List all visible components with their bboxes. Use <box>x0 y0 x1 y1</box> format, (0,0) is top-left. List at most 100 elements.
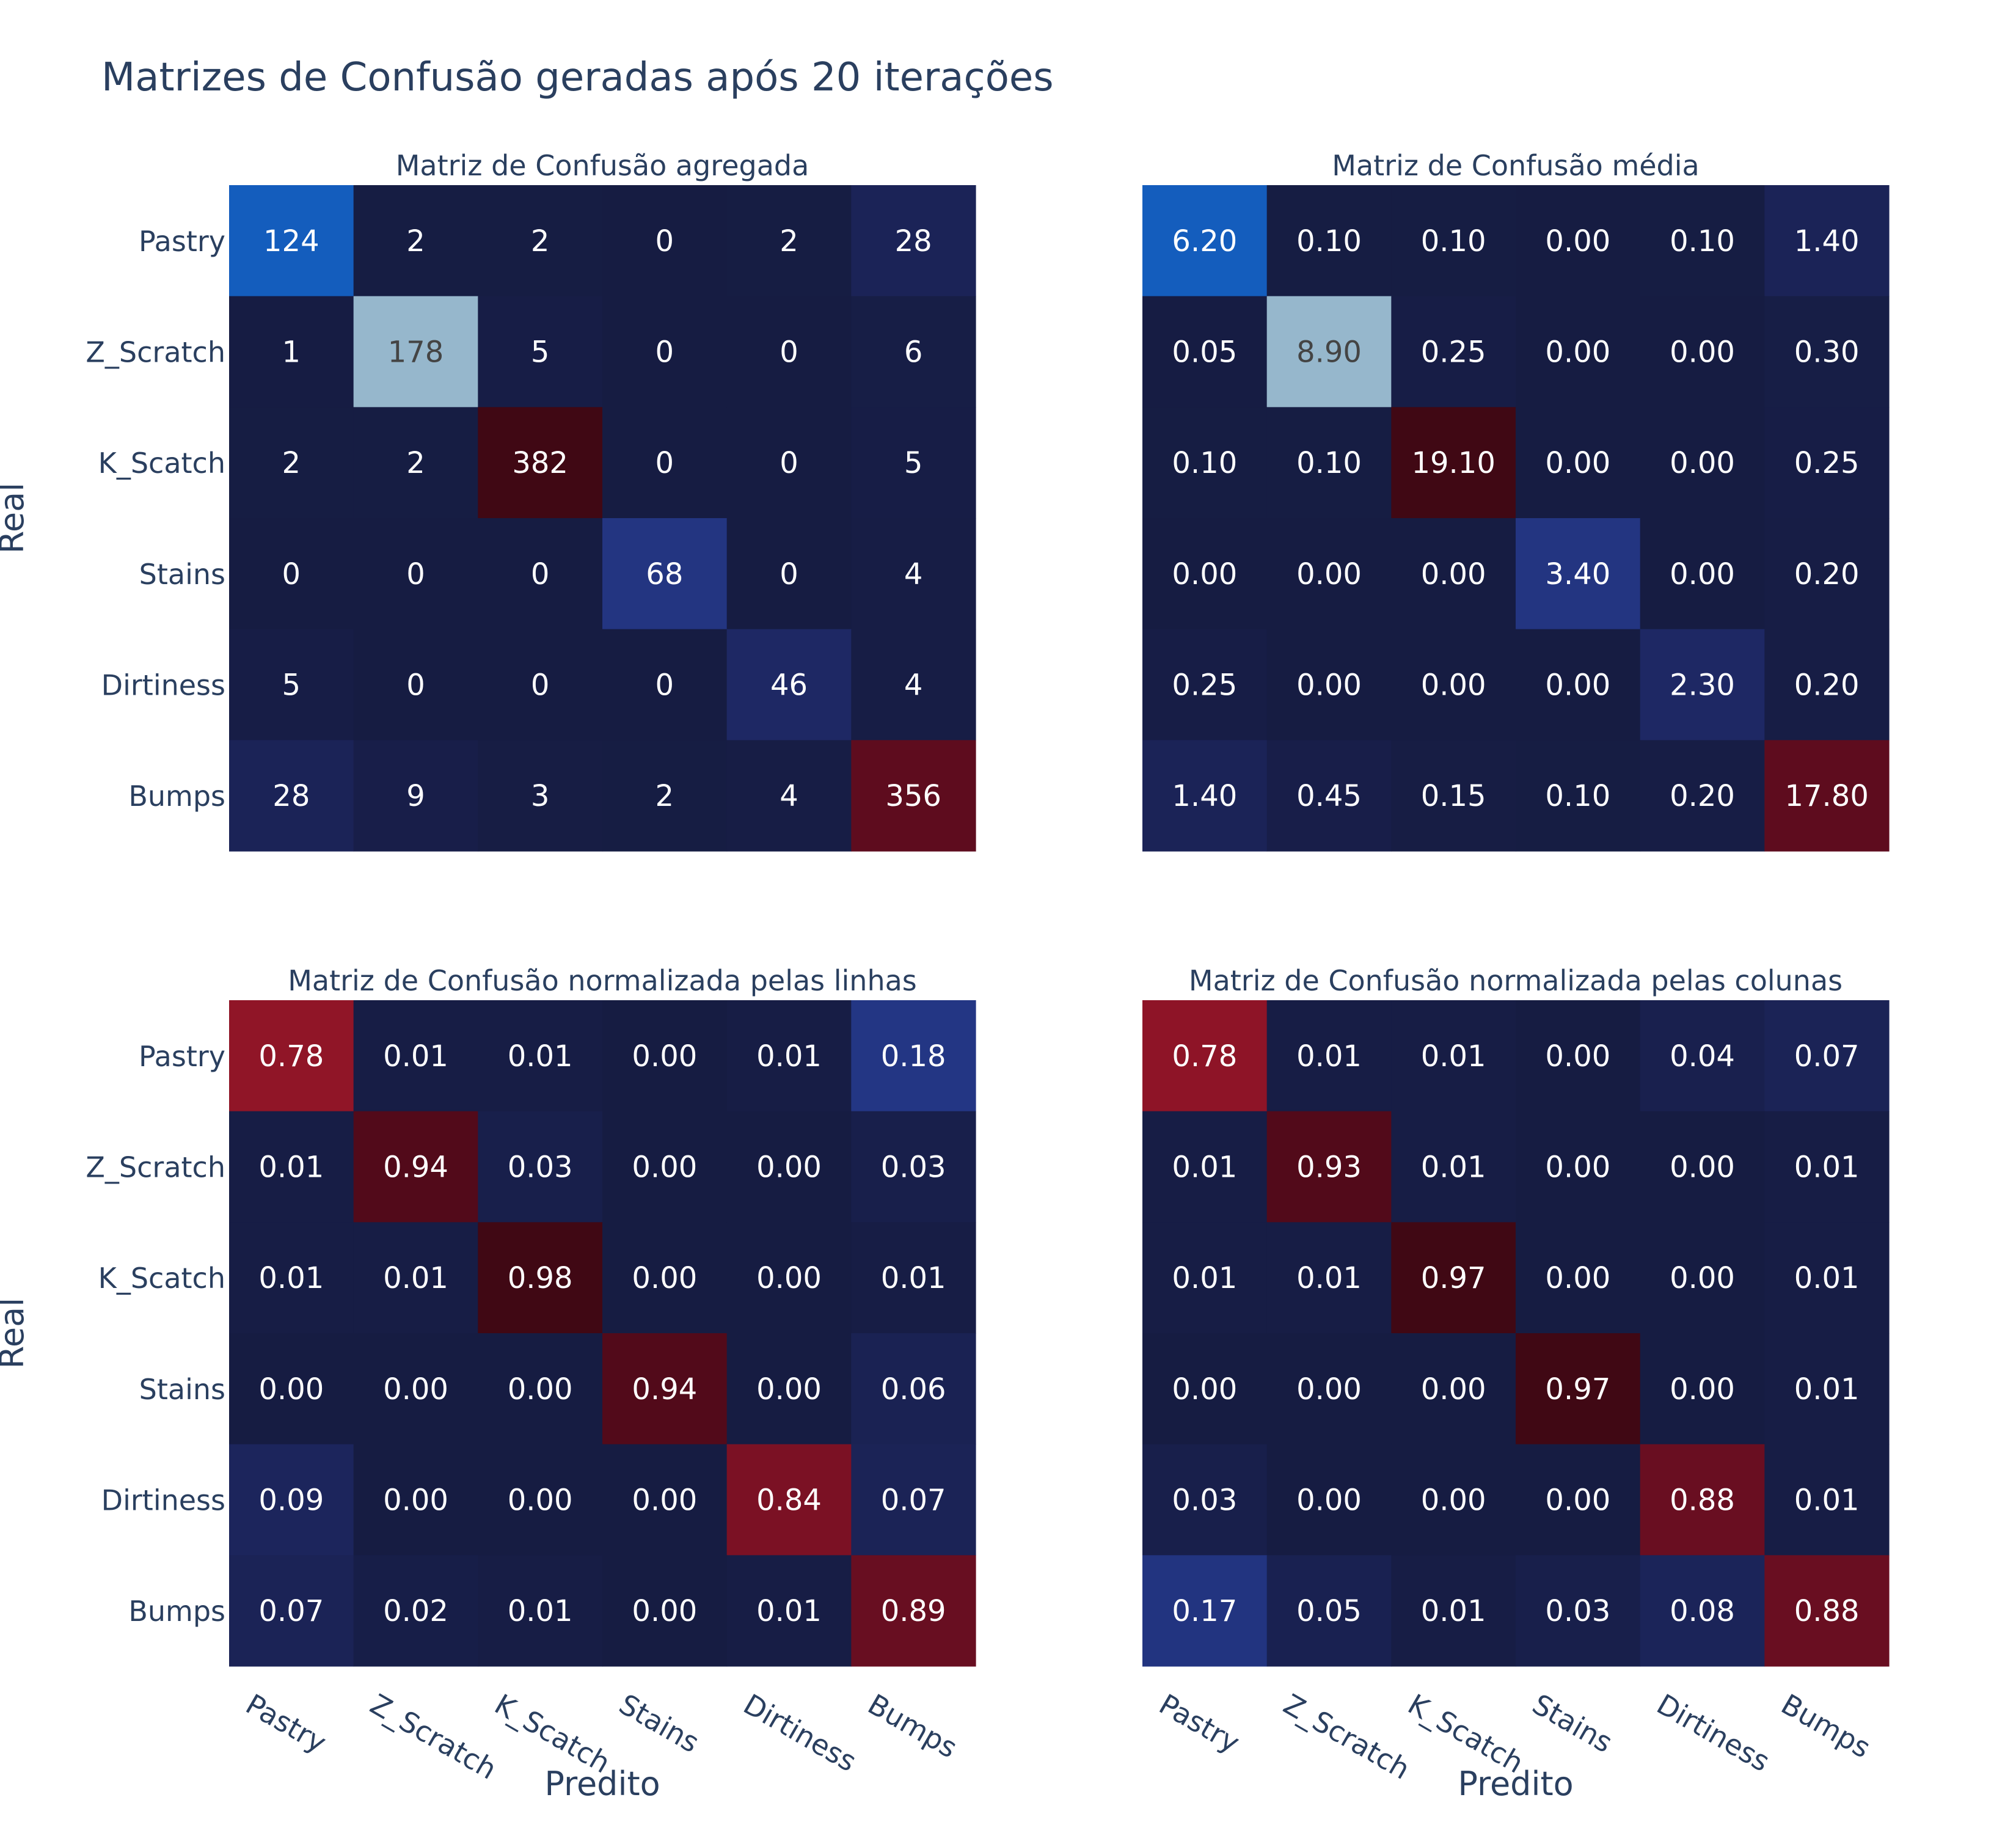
heatmap-panel: Matriz de Confusão normalizada pelas col… <box>1142 964 1890 1803</box>
heatmap-cell <box>1266 629 1392 741</box>
cell-value-label: 0.06 <box>881 1372 946 1407</box>
heatmap-cell <box>1640 1000 1765 1112</box>
heatmap-cell <box>602 407 728 519</box>
heatmap-cell <box>478 1333 603 1445</box>
y-tick-label: Pastry <box>139 225 225 258</box>
heatmap-cell <box>851 1111 976 1223</box>
heatmap-cell <box>602 185 728 297</box>
cell-value-label: 4 <box>904 557 923 591</box>
cell-value-label: 0.10 <box>1421 224 1486 258</box>
panel-title: Matriz de Confusão média <box>1332 149 1699 182</box>
heatmap-cell <box>726 1333 852 1445</box>
cell-value-label: 6.20 <box>1172 224 1237 258</box>
cell-value-label: 0.00 <box>632 1261 697 1295</box>
heatmap-cell <box>353 1333 478 1445</box>
cell-value-label: 0.00 <box>1545 1039 1610 1074</box>
y-tick-label: K_Scatch <box>98 1262 225 1295</box>
heatmap-cell <box>851 296 976 408</box>
heatmap-cell <box>1516 1111 1641 1223</box>
cell-value-label: 0.02 <box>383 1594 448 1628</box>
cell-value-label: 0.01 <box>1794 1261 1860 1295</box>
heatmap-cell <box>229 185 354 297</box>
heatmap-cell <box>1391 740 1516 852</box>
cell-value-label: 0.10 <box>1545 779 1610 813</box>
heatmap-cell <box>726 740 852 852</box>
cell-value-label: 0.00 <box>1545 446 1610 480</box>
cell-value-label: 0.15 <box>1421 779 1486 813</box>
cell-value-label: 0.00 <box>383 1372 448 1407</box>
cell-value-label: 4 <box>780 779 798 813</box>
heatmap-cell <box>1391 1000 1516 1112</box>
y-tick-label: Z_Scratch <box>86 336 225 369</box>
cell-value-label: 5 <box>904 446 923 480</box>
heatmap-cell <box>851 740 976 852</box>
heatmap-cell <box>1764 407 1890 519</box>
cell-value-label: 0 <box>406 668 425 703</box>
cell-value-label: 0.00 <box>1670 1372 1735 1407</box>
y-tick-label: Stains <box>139 1373 225 1406</box>
cell-value-label: 0.17 <box>1172 1594 1237 1628</box>
heatmap-cell <box>851 1222 976 1334</box>
heatmap-cell <box>1516 1555 1641 1667</box>
heatmap-cell <box>1640 1444 1765 1556</box>
heatmap-cell <box>229 1333 354 1445</box>
heatmap-cell <box>478 1444 603 1556</box>
heatmap-cell <box>1516 185 1641 297</box>
heatmap-cell <box>1266 296 1392 408</box>
heatmap-cell <box>1266 1000 1392 1112</box>
cell-value-label: 0.01 <box>1421 1039 1486 1074</box>
heatmap-cell <box>1764 185 1890 297</box>
heatmap-cell <box>353 1555 478 1667</box>
heatmap-cell <box>1640 740 1765 852</box>
cell-value-label: 124 <box>263 224 320 258</box>
heatmap-cell <box>851 407 976 519</box>
heatmap-cell <box>1764 1555 1890 1667</box>
cell-value-label: 0.25 <box>1421 335 1486 370</box>
cell-value-label: 0 <box>656 224 674 258</box>
cell-value-label: 0.10 <box>1172 446 1237 480</box>
x-tick-label: Bumps <box>1776 1688 1876 1765</box>
heatmap-cell <box>1391 407 1516 519</box>
cell-value-label: 2 <box>282 446 301 480</box>
y-tick-label: Dirtiness <box>101 1484 225 1517</box>
cell-value-label: 68 <box>646 557 683 591</box>
heatmap-cell <box>1266 407 1392 519</box>
heatmap-cell <box>1640 407 1765 519</box>
cell-value-label: 0.00 <box>1421 1484 1486 1518</box>
heatmap-cell <box>726 296 852 408</box>
heatmap-cell <box>1516 518 1641 630</box>
cell-value-label: 0.04 <box>1670 1039 1735 1074</box>
cell-value-label: 0.01 <box>1794 1484 1860 1518</box>
heatmap-cell <box>1764 518 1890 630</box>
cell-value-label: 28 <box>272 779 310 813</box>
heatmap-cell <box>602 518 728 630</box>
heatmap-cell <box>229 518 354 630</box>
heatmap-cell <box>1266 740 1392 852</box>
cell-value-label: 0 <box>656 335 674 370</box>
cell-value-label: 0.00 <box>1670 446 1735 480</box>
cell-value-label: 0.00 <box>258 1372 324 1407</box>
cell-value-label: 0.01 <box>508 1594 573 1628</box>
cell-value-label: 0.03 <box>1172 1484 1237 1518</box>
cell-value-label: 0.20 <box>1670 779 1735 813</box>
cell-value-label: 0.01 <box>881 1261 946 1295</box>
heatmap-cell <box>229 740 354 852</box>
heatmap-cell <box>1142 518 1268 630</box>
heatmap-cell <box>851 1444 976 1556</box>
heatmap-cell <box>1764 1222 1890 1334</box>
cell-value-label: 2 <box>531 224 550 258</box>
x-tick-label: Dirtiness <box>738 1688 862 1778</box>
heatmap-cell <box>602 629 728 741</box>
heatmap-cell <box>726 1111 852 1223</box>
heatmap-cell <box>1142 740 1268 852</box>
heatmap-cell <box>1266 1111 1392 1223</box>
cell-value-label: 0.01 <box>258 1151 324 1185</box>
heatmap-cell <box>851 185 976 297</box>
cell-value-label: 0.00 <box>1545 335 1610 370</box>
cell-value-label: 0.01 <box>756 1594 822 1628</box>
cell-value-label: 0.25 <box>1172 668 1237 703</box>
heatmap-cell <box>1142 185 1268 297</box>
cell-value-label: 356 <box>885 779 941 813</box>
cell-value-label: 2 <box>780 224 798 258</box>
